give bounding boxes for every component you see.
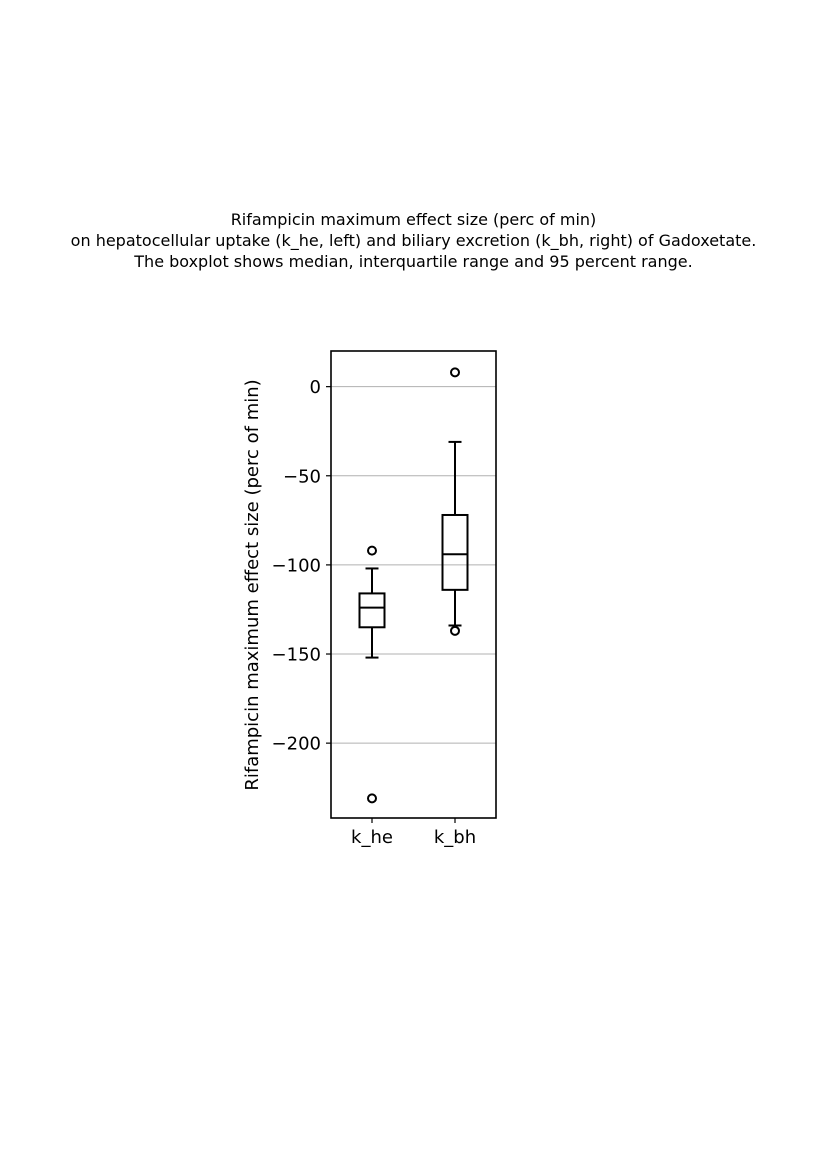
y-axis-label: Rifampicin maximum effect size (perc of … — [242, 379, 263, 790]
y-tick-label: −200 — [272, 734, 321, 755]
outlier-point — [450, 367, 460, 378]
plot-frame — [330, 350, 497, 819]
chart-title: Rifampicin maximum effect size (perc of … — [0, 209, 827, 272]
x-tick-label: k_bh — [434, 827, 476, 848]
outlier-point — [367, 793, 377, 804]
y-tick-label: −100 — [272, 555, 321, 576]
outlier-point — [450, 625, 460, 636]
outlier-point — [367, 545, 377, 556]
y-tick-label: 0 — [310, 377, 321, 398]
chart-title-line-2: on hepatocellular uptake (k_he, left) an… — [70, 231, 757, 250]
box-iqr — [441, 513, 469, 591]
y-tick-label: −50 — [283, 466, 321, 487]
axis-ticks: 0 −50 −100 −150 −200 k_he k_bh — [272, 377, 477, 848]
box-k_he — [358, 545, 386, 804]
y-tick-label: −150 — [272, 645, 321, 666]
boxplot-series — [358, 367, 469, 804]
x-tick-label: k_he — [351, 827, 393, 848]
chart-title-line-3: The boxplot shows median, interquartile … — [134, 252, 693, 271]
box-iqr — [358, 592, 386, 629]
chart-title-line-1: Rifampicin maximum effect size (perc of … — [230, 210, 597, 229]
grid-lines — [331, 386, 496, 744]
box-k_bh — [441, 367, 469, 636]
